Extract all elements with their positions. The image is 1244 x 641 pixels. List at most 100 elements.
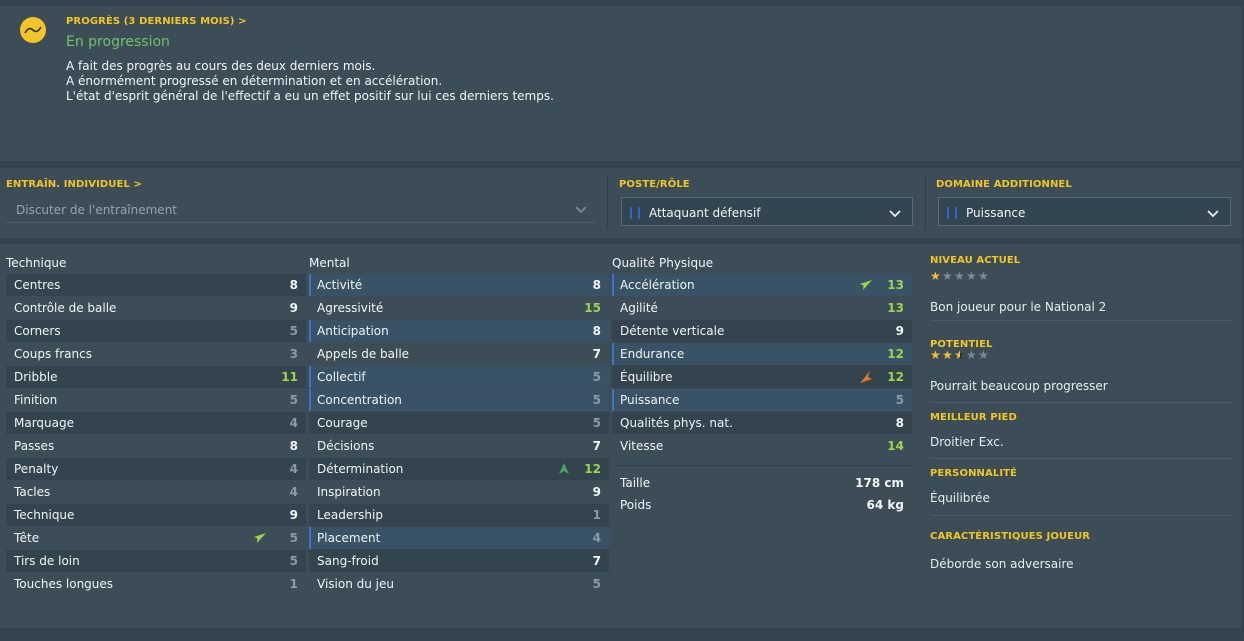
training-panel: ENTRAÎN. INDIVIDUEL > Discuter de l'entr… [0,168,1241,238]
attribute-name: Dribble [14,370,58,384]
height-row: Taille 178 cm [612,474,912,494]
attribute-row[interactable]: Tirs de loin 5 [6,550,306,573]
attribute-row[interactable]: Placement 4 [309,527,609,550]
attribute-name: Tête [14,531,40,545]
attribute-row[interactable]: Activité 8 [309,274,609,297]
training-dropdown-placeholder: Discuter de l'entraînement [16,203,177,217]
weight-label: Poids [620,498,652,512]
divider [930,320,1232,321]
attribute-row[interactable]: Marquage 4 [6,412,306,435]
attribute-row[interactable]: Agressivité 15 [309,297,609,320]
attribute-value: 4 [289,416,298,430]
attribute-value: 7 [592,347,601,361]
attribute-value: 9 [289,508,298,522]
attribute-row[interactable]: Appels de balle 7 [309,343,609,366]
trend-chart-icon [20,17,46,43]
attribute-row[interactable]: Collectif 5 [309,366,609,389]
attribute-row[interactable]: Contrôle de balle 9 [6,297,306,320]
technique-column-header: Technique [6,256,67,270]
attribute-row[interactable]: Corners 5 [6,320,306,343]
attribute-name: Centres [14,278,61,292]
attribute-row[interactable]: Équilibre 12 [612,366,912,389]
attribute-value: 5 [895,393,904,407]
attribute-row[interactable]: Agilité 13 [612,297,912,320]
attribute-row[interactable]: Touches longues 1 [6,573,306,596]
progress-status: En progression [66,34,170,50]
attribute-row[interactable]: Inspiration 9 [309,481,609,504]
attribute-row[interactable]: Centres 8 [6,274,306,297]
attribute-value: 15 [584,301,601,315]
attribute-row[interactable]: Dribble 11 [6,366,306,389]
attribute-name: Contrôle de balle [14,301,117,315]
attribute-value: 11 [281,370,298,384]
attribute-row[interactable]: Penalty 4 [6,458,306,481]
attribute-row[interactable]: Courage 5 [309,412,609,435]
attribute-row[interactable]: Leadership 1 [309,504,609,527]
attribute-name: Tirs de loin [14,554,80,568]
attribute-value: 12 [584,462,601,476]
star-icon: ★ [930,348,941,362]
attribute-value: 5 [289,531,298,545]
attribute-name: Équilibre [620,370,673,384]
attribute-row[interactable]: Passes 8 [6,435,306,458]
attribute-name: Accélération [620,278,695,292]
attribute-value: 12 [887,370,904,384]
attribute-name: Passes [14,439,55,453]
position-role-select[interactable]: Attaquant défensif [621,197,913,226]
height-value: 178 cm [855,476,904,490]
player-traits-header: CARACTÉRISTIQUES JOUEUR [930,531,1091,542]
attribute-row[interactable]: Coups francs 3 [6,343,306,366]
attribute-row[interactable]: Détente verticale 9 [612,320,912,343]
attribute-value: 5 [289,393,298,407]
attribute-row[interactable]: Détermination 12 [309,458,609,481]
attribute-row[interactable]: Technique 9 [6,504,306,527]
attribute-row[interactable]: Anticipation 8 [309,320,609,343]
mental-column-header: Mental [309,256,350,270]
attribute-row[interactable]: Vision du jeu 5 [309,573,609,596]
attribute-value: 5 [592,577,601,591]
attribute-row[interactable]: Concentration 5 [309,389,609,412]
attribute-value: 4 [592,531,601,545]
progress-arrow-icon [860,279,872,293]
additional-focus-select[interactable]: Puissance [938,197,1231,226]
attribute-value: 4 [289,462,298,476]
weight-value: 64 kg [866,498,904,512]
attribute-name: Puissance [620,393,680,407]
attribute-row[interactable]: Puissance 5 [612,389,912,412]
attribute-name: Finition [14,393,58,407]
chevron-down-icon [1206,206,1220,223]
star-icon: ★ [966,348,977,362]
attribute-value: 7 [592,554,601,568]
potential-text: Pourrait beaucoup progresser [930,379,1108,393]
attribute-row[interactable]: Tacles 4 [6,481,306,504]
attribute-value: 8 [289,439,298,453]
attribute-name: Leadership [317,508,383,522]
attribute-name: Concentration [317,393,402,407]
attribute-value: 9 [289,301,298,315]
position-role-header: POSTE/RÔLE [619,179,690,190]
progress-header-link[interactable]: PROGRÈS (3 DERNIERS MOIS) > [66,16,247,27]
current-ability-stars: ★★★★★ [930,269,990,283]
physical-attributes: Accélération 13 Agilité 13 Détente verticale… [612,274,912,458]
attribute-value: 8 [592,324,601,338]
attribute-row[interactable]: Vitesse 14 [612,435,912,458]
attribute-row[interactable]: Finition 5 [6,389,306,412]
individual-training-link[interactable]: ENTRAÎN. INDIVIDUEL > [6,179,142,190]
attribute-value: 5 [592,370,601,384]
attribute-row[interactable]: Qualités phys. nat. 8 [612,412,912,435]
attribute-row[interactable]: Endurance 12 [612,343,912,366]
training-discussion-dropdown[interactable]: Discuter de l'entraînement [6,198,596,223]
attribute-name: Inspiration [317,485,381,499]
attribute-row[interactable]: Tête 5 [6,527,306,550]
attribute-row[interactable]: Décisions 7 [309,435,609,458]
attribute-name: Détermination [317,462,404,476]
attribute-name: Sang-froid [317,554,379,568]
divider [930,402,1232,403]
attribute-row[interactable]: Sang-froid 7 [309,550,609,573]
star-icon: ★ [942,348,953,362]
attribute-name: Vitesse [620,439,664,453]
divider [930,458,1232,459]
attributes-panel: Technique Mental Qualité Physique Centre… [0,244,1241,628]
attribute-row[interactable]: Accélération 13 [612,274,912,297]
progress-line: L'état d'esprit général de l'effectif a … [66,89,554,103]
